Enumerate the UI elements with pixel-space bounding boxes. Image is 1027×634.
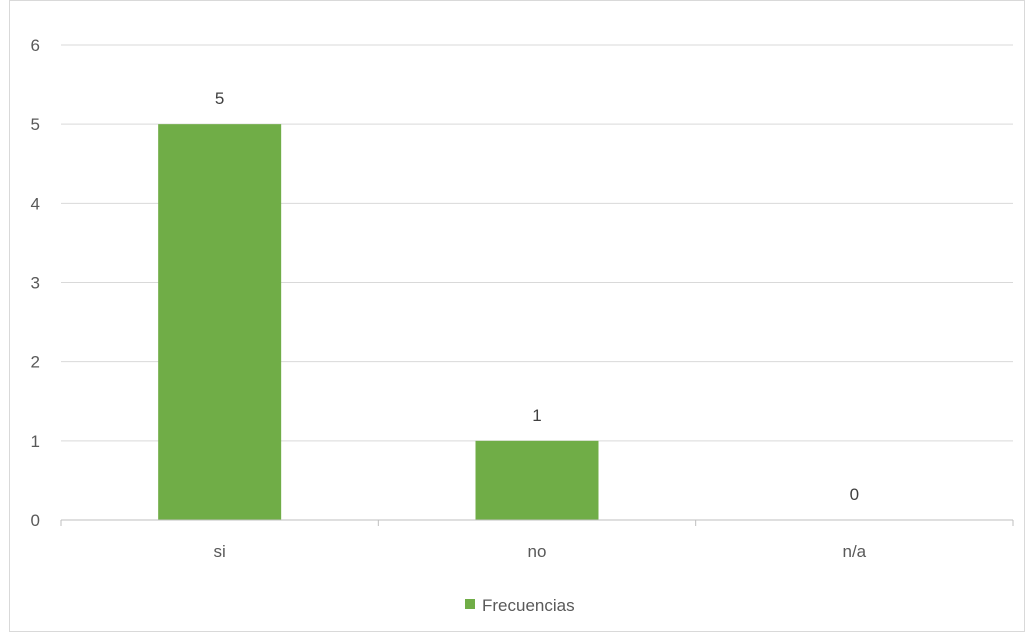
legend-label-frecuencias: Frecuencias [482,596,575,615]
data-labels: 5 1 0 [215,89,859,504]
y-axis-tick-labels: 0 1 2 3 4 5 6 [31,36,40,530]
y-tick-label: 3 [31,274,40,293]
x-axis-tick-labels: si no n/a [214,542,867,561]
y-tick-label: 1 [31,432,40,451]
bar-no [475,440,599,520]
bars [158,124,599,521]
x-tick-label: si [214,542,226,561]
legend: Frecuencias [465,596,575,615]
y-tick-label: 0 [31,511,40,530]
x-tick-label: no [528,542,547,561]
data-label: 0 [850,485,859,504]
data-label: 1 [532,406,541,425]
y-tick-label: 2 [31,353,40,372]
y-tick-label: 5 [31,115,40,134]
data-label: 5 [215,89,224,108]
legend-swatch-frecuencias [465,599,475,609]
x-axis [60,519,1014,526]
x-tick-label: n/a [843,542,867,561]
y-tick-label: 4 [31,194,40,213]
y-tick-label: 6 [31,36,40,55]
bar-si [158,124,282,521]
